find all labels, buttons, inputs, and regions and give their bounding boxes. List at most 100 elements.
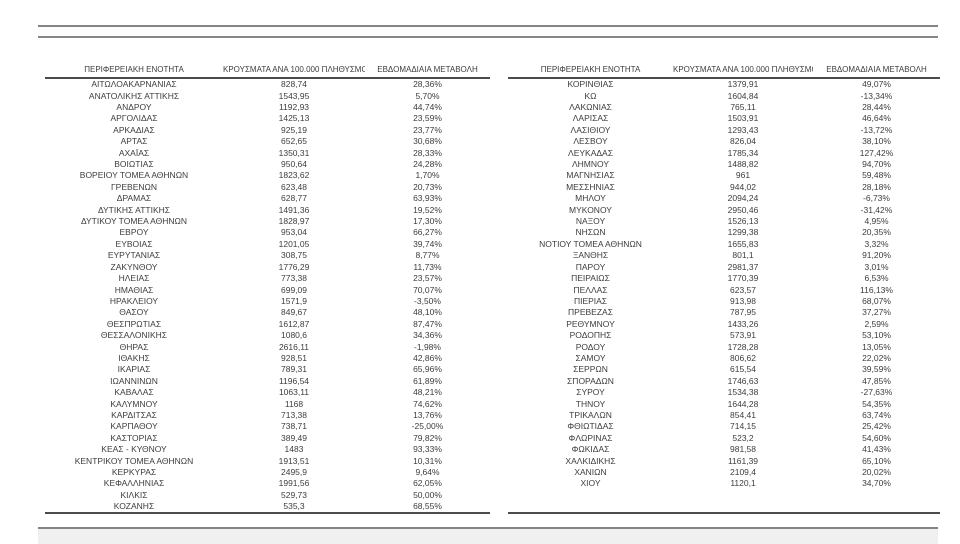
cases-value-cell: 623,57: [730, 284, 756, 295]
cases-value-cell: 928,51: [281, 352, 307, 363]
region-name-cell: [508, 490, 673, 501]
cases-value-cell: 801,1: [732, 250, 754, 261]
cases-value-cell: 1526,13: [727, 216, 759, 227]
region-name-cell: ΝΟΤΙΟΥ ΤΟΜΕΑ ΑΘΗΝΩΝ: [539, 238, 642, 249]
weekly-change-cell: 54,60%: [862, 432, 891, 443]
table-row: ΑΡΚΑΔΙΑΣ 925,19 23,77%: [45, 125, 490, 136]
cases-value-cell: 826,04: [730, 136, 756, 147]
header-row: ΠΕΡΙΦΕΡΕΙΑΚΗ ΕΝΟΤΗΤΑ ΚΡΟΥΣΜΑΤΑ ΑΝΑ 100.0…: [508, 63, 940, 79]
left-region-table: ΠΕΡΙΦΕΡΕΙΑΚΗ ΕΝΟΤΗΤΑ ΚΡΟΥΣΜΑΤΑ ΑΝΑ 100.0…: [45, 63, 490, 514]
region-name-cell: ΕΥΡΥΤΑΝΙΑΣ: [107, 250, 161, 261]
region-name-cell: ΗΛΕΙΑΣ: [118, 273, 150, 284]
table-row: ΑΝΔΡΟΥ 1192,93 44,74%: [45, 102, 490, 113]
cases-value-cell: [673, 501, 813, 513]
table-row: ΜΕΣΣΗΝΙΑΣ 944,02 28,18%: [508, 182, 940, 193]
weekly-change-cell: 6,53%: [864, 273, 889, 284]
cases-value-cell: 1543,95: [278, 90, 310, 101]
region-name-cell: ΑΝΔΡΟΥ: [116, 102, 152, 113]
table-row: ΑΧΑΪΑΣ 1350,31 28,33%: [45, 147, 490, 158]
table-row: ΡΟΔΟΠΗΣ 573,91 53,10%: [508, 330, 940, 341]
cases-value-cell: 1770,39: [727, 273, 759, 284]
cases-value-cell: 1991,56: [278, 478, 310, 489]
cases-value-cell: 623,48: [281, 181, 307, 192]
weekly-change-cell: 28,36%: [413, 79, 442, 90]
region-name-cell: ΓΡΕΒΕΝΩΝ: [111, 181, 157, 192]
weekly-change-cell: 4,95%: [864, 216, 889, 227]
table-row: ΛΑΚΩΝΙΑΣ 765,11 28,44%: [508, 102, 940, 113]
table-row: ΦΘΙΩΤΙΔΑΣ 714,15 25,42%: [508, 421, 940, 432]
region-name-cell: ΣΠΟΡΑΔΩΝ: [567, 375, 614, 386]
weekly-change-cell: 23,59%: [413, 113, 442, 124]
region-name-cell: ΧΑΛΚΙΔΙΚΗΣ: [565, 455, 616, 466]
cases-value-cell: 615,54: [730, 364, 756, 375]
region-name-cell: ΙΘΑΚΗΣ: [118, 352, 150, 363]
table-row: ΠΙΕΡΙΑΣ 913,98 68,07%: [508, 296, 940, 307]
weekly-change-cell: 22,02%: [862, 352, 891, 363]
cases-value-cell: 529,73: [281, 489, 307, 500]
region-name-cell: ΚΙΛΚΙΣ: [120, 489, 148, 500]
left-table-body: ΑΙΤΩΛΟΑΚΑΡΝΑΝΙΑΣ 828,74 28,36% ΑΝΑΤΟΛΙΚΗΣ Α…: [45, 78, 490, 514]
table-row: ΚΕΝΤΡΙΚΟΥ ΤΟΜΕΑ ΑΘΗΝΩΝ 1913,51 10,31%: [45, 455, 490, 466]
table-row: ΜΥΚΟΝΟΥ 2950,46 -31,42%: [508, 204, 940, 215]
header-weekly-change: ΕΒΔΟΜΑΔΙΑΙΑ ΜΕΤΑΒΟΛΗ: [813, 63, 940, 79]
weekly-change-cell: 28,44%: [862, 102, 891, 113]
cases-value-cell: 389,49: [281, 432, 307, 443]
weekly-change-cell: 68,55%: [413, 501, 442, 512]
table-row: ΔΥΤΙΚΗΣ ΑΤΤΙΚΗΣ 1491,36 19,52%: [45, 204, 490, 215]
region-name-cell: ΚΕΑΣ - ΚΥΘΝΟΥ: [101, 444, 167, 455]
region-name-cell: ΦΛΩΡΙΝΑΣ: [568, 432, 613, 443]
weekly-change-cell: 65,10%: [862, 455, 891, 466]
weekly-change-cell: 19,52%: [413, 204, 442, 215]
region-name-cell: ΜΑΓΝΗΣΙΑΣ: [566, 170, 615, 181]
top-collapsed-band: [38, 25, 938, 38]
table-row: ΚΑΒΑΛΑΣ 1063,11 48,21%: [45, 387, 490, 398]
table-row: ΛΑΡΙΣΑΣ 1503,91 46,64%: [508, 113, 940, 124]
cases-value-cell: 1488,82: [727, 159, 759, 170]
weekly-change-cell: 20,35%: [862, 227, 891, 238]
table-row: ΘΗΡΑΣ 2616,11 -1,98%: [45, 341, 490, 352]
table-row: ΗΜΑΘΙΑΣ 699,09 70,07%: [45, 284, 490, 295]
table-row: ΠΑΡΟΥ 2981,37 3,01%: [508, 262, 940, 273]
header-regional-unit: ΠΕΡΙΦΕΡΕΙΑΚΗ ΕΝΟΤΗΤΑ: [45, 63, 223, 79]
table-row: ΚΑΣΤΟΡΙΑΣ 389,49 79,82%: [45, 433, 490, 444]
table-row: ΗΛΕΙΑΣ 773,38 23,57%: [45, 273, 490, 284]
weekly-change-cell: 24,28%: [413, 159, 442, 170]
table-row: ΑΡΤΑΣ 652,65 30,68%: [45, 136, 490, 147]
region-name-cell: ΚΟΖΑΝΗΣ: [113, 501, 155, 512]
region-name-cell: ΞΑΝΘΗΣ: [572, 250, 609, 261]
cases-value-cell: 854,41: [730, 409, 756, 420]
table-row: ΚΑΡΠΑΘΟΥ 738,71 -25,00%: [45, 421, 490, 432]
table-row: ΞΑΝΘΗΣ 801,1 91,20%: [508, 250, 940, 261]
weekly-change-cell: 25,42%: [862, 421, 891, 432]
table-row: ΠΕΙΡΑΙΩΣ 1770,39 6,53%: [508, 273, 940, 284]
table-row: ΘΕΣΠΡΩΤΙΑΣ 1612,87 87,47%: [45, 319, 490, 330]
table-row: ΡΕΘΥΜΝΟΥ 1433,26 2,59%: [508, 319, 940, 330]
weekly-change-cell: 8,77%: [415, 250, 440, 261]
region-name-cell: ΡΟΔΟΠΗΣ: [569, 330, 612, 341]
cases-value-cell: 789,31: [281, 364, 307, 375]
weekly-change-cell: 46,64%: [862, 113, 891, 124]
table-row: ΝΑΞΟΥ 1526,13 4,95%: [508, 216, 940, 227]
table-row: ΚΑΡΔΙΤΣΑΣ 713,38 13,76%: [45, 410, 490, 421]
weekly-change-cell: 20,02%: [862, 467, 891, 478]
weekly-change-cell: 11,73%: [413, 261, 442, 272]
cases-value-cell: 523,2: [732, 432, 754, 443]
region-name-cell: ΗΡΑΚΛΕΙΟΥ: [109, 295, 159, 306]
region-name-cell: ΠΑΡΟΥ: [575, 261, 606, 272]
region-name-cell: ΘΑΣΟΥ: [119, 307, 149, 318]
weekly-change-cell: 65,96%: [413, 364, 442, 375]
cases-value-cell: 787,95: [730, 307, 756, 318]
table-row: ΕΥΡΥΤΑΝΙΑΣ 308,75 8,77%: [45, 250, 490, 261]
table-row: ΙΩΑΝΝΙΝΩΝ 1196,54 61,89%: [45, 376, 490, 387]
cases-value-cell: 1161,39: [727, 455, 759, 466]
table-row: ΚΑΛΥΜΝΟΥ 1168 74,62%: [45, 398, 490, 409]
table-row: ΛΗΜΝΟΥ 1488,82 94,70%: [508, 159, 940, 170]
weekly-change-cell: 53,10%: [862, 330, 891, 341]
weekly-change-cell: 62,05%: [413, 478, 442, 489]
weekly-change-cell: 28,33%: [413, 147, 442, 158]
cases-value-cell: 308,75: [281, 250, 307, 261]
cases-value-cell: 738,71: [281, 421, 307, 432]
cases-value-cell: 1776,29: [278, 261, 310, 272]
table-row: ΔΥΤΙΚΟΥ ΤΟΜΕΑ ΑΘΗΝΩΝ 1828,97 17,30%: [45, 216, 490, 227]
region-name-cell: ΠΕΛΛΑΣ: [573, 284, 608, 295]
